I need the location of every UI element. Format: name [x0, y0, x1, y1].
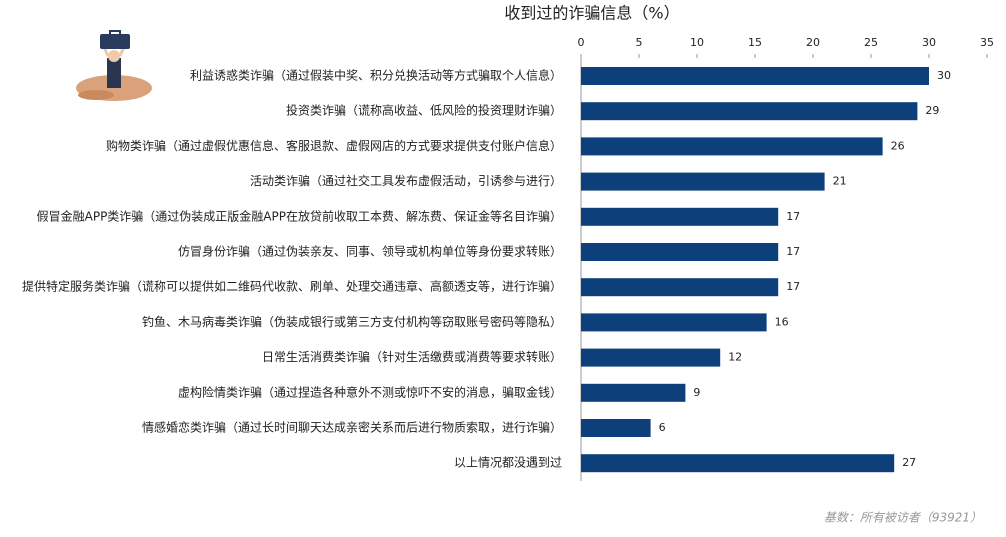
value-label: 17: [786, 210, 800, 223]
y-tick-label: 钓鱼、木马病毒类诈骗（伪装成银行或第三方支付机构等窃取账号密码等隐私）: [142, 314, 562, 329]
illustration: [76, 30, 152, 101]
x-tick-label: 30: [922, 36, 936, 49]
x-tick-label: 25: [864, 36, 878, 49]
footnote: 基数：所有被访者（93921）: [824, 511, 982, 525]
value-label: 16: [775, 315, 789, 328]
value-label: 27: [902, 456, 916, 469]
value-label: 21: [833, 175, 847, 188]
bar: [581, 207, 779, 226]
chart-title: 收到过的诈骗信息（%）: [504, 4, 679, 23]
y-tick-label: 仿冒身份诈骗（通过伪装亲友、同事、领导或机构单位等身份要求转账）: [178, 244, 562, 259]
x-tick-label: 35: [980, 36, 994, 49]
value-label: 29: [925, 104, 939, 117]
value-label: 12: [728, 351, 742, 364]
x-tick-label: 10: [690, 36, 704, 49]
value-label: 17: [786, 245, 800, 258]
value-label: 26: [891, 139, 905, 152]
x-tick-label: 0: [578, 36, 585, 49]
y-tick-label: 虚构险情类诈骗（通过捏造各种意外不测或惊吓不安的消息，骗取金钱）: [178, 384, 562, 399]
y-tick-label: 情感婚恋类诈骗（通过长时间聊天达成亲密关系而后进行物质索取，进行诈骗）: [142, 420, 562, 435]
x-tick-label: 5: [636, 36, 643, 49]
value-label: 30: [937, 69, 951, 82]
value-label: 9: [693, 386, 700, 399]
x-tick-label: 15: [748, 36, 762, 49]
bar: [581, 454, 895, 473]
y-tick-label: 日常生活消费类诈骗（针对生活缴费或消费等要求转账）: [262, 349, 562, 364]
y-tick-label: 投资类诈骗（谎称高收益、低风险的投资理财诈骗）: [286, 103, 562, 118]
y-tick-label: 以上情况都没遇到过: [454, 455, 562, 470]
y-tick-label: 假冒金融APP类诈骗（通过伪装成正版金融APP在放贷前收取工本费、解冻费、保证金…: [37, 208, 562, 223]
y-tick-label: 活动类诈骗（通过社交工具发布虚假活动，引诱参与进行）: [250, 173, 562, 188]
bar: [581, 137, 883, 156]
bar: [581, 313, 767, 332]
bar: [581, 172, 825, 191]
y-tick-label: 利益诱惑类诈骗（通过假装中奖、积分兑换活动等方式骗取个人信息）: [190, 68, 562, 83]
value-label: 17: [786, 280, 800, 293]
value-label: 6: [659, 421, 666, 434]
bar: [581, 348, 721, 367]
x-tick-label: 20: [806, 36, 820, 49]
bar: [581, 67, 929, 85]
bar: [581, 243, 779, 261]
bar: [581, 102, 918, 121]
bar: [581, 383, 686, 402]
bar: [581, 278, 779, 297]
y-tick-label: 提供特定服务类诈骗（谎称可以提供如二维码代收款、刷单、处理交通违章、高额透支等，…: [22, 279, 562, 294]
y-tick-label: 购物类诈骗（通过虚假优惠信息、客服退款、虚假网店的方式要求提供支付账户信息）: [106, 138, 562, 153]
bar: [581, 419, 651, 437]
